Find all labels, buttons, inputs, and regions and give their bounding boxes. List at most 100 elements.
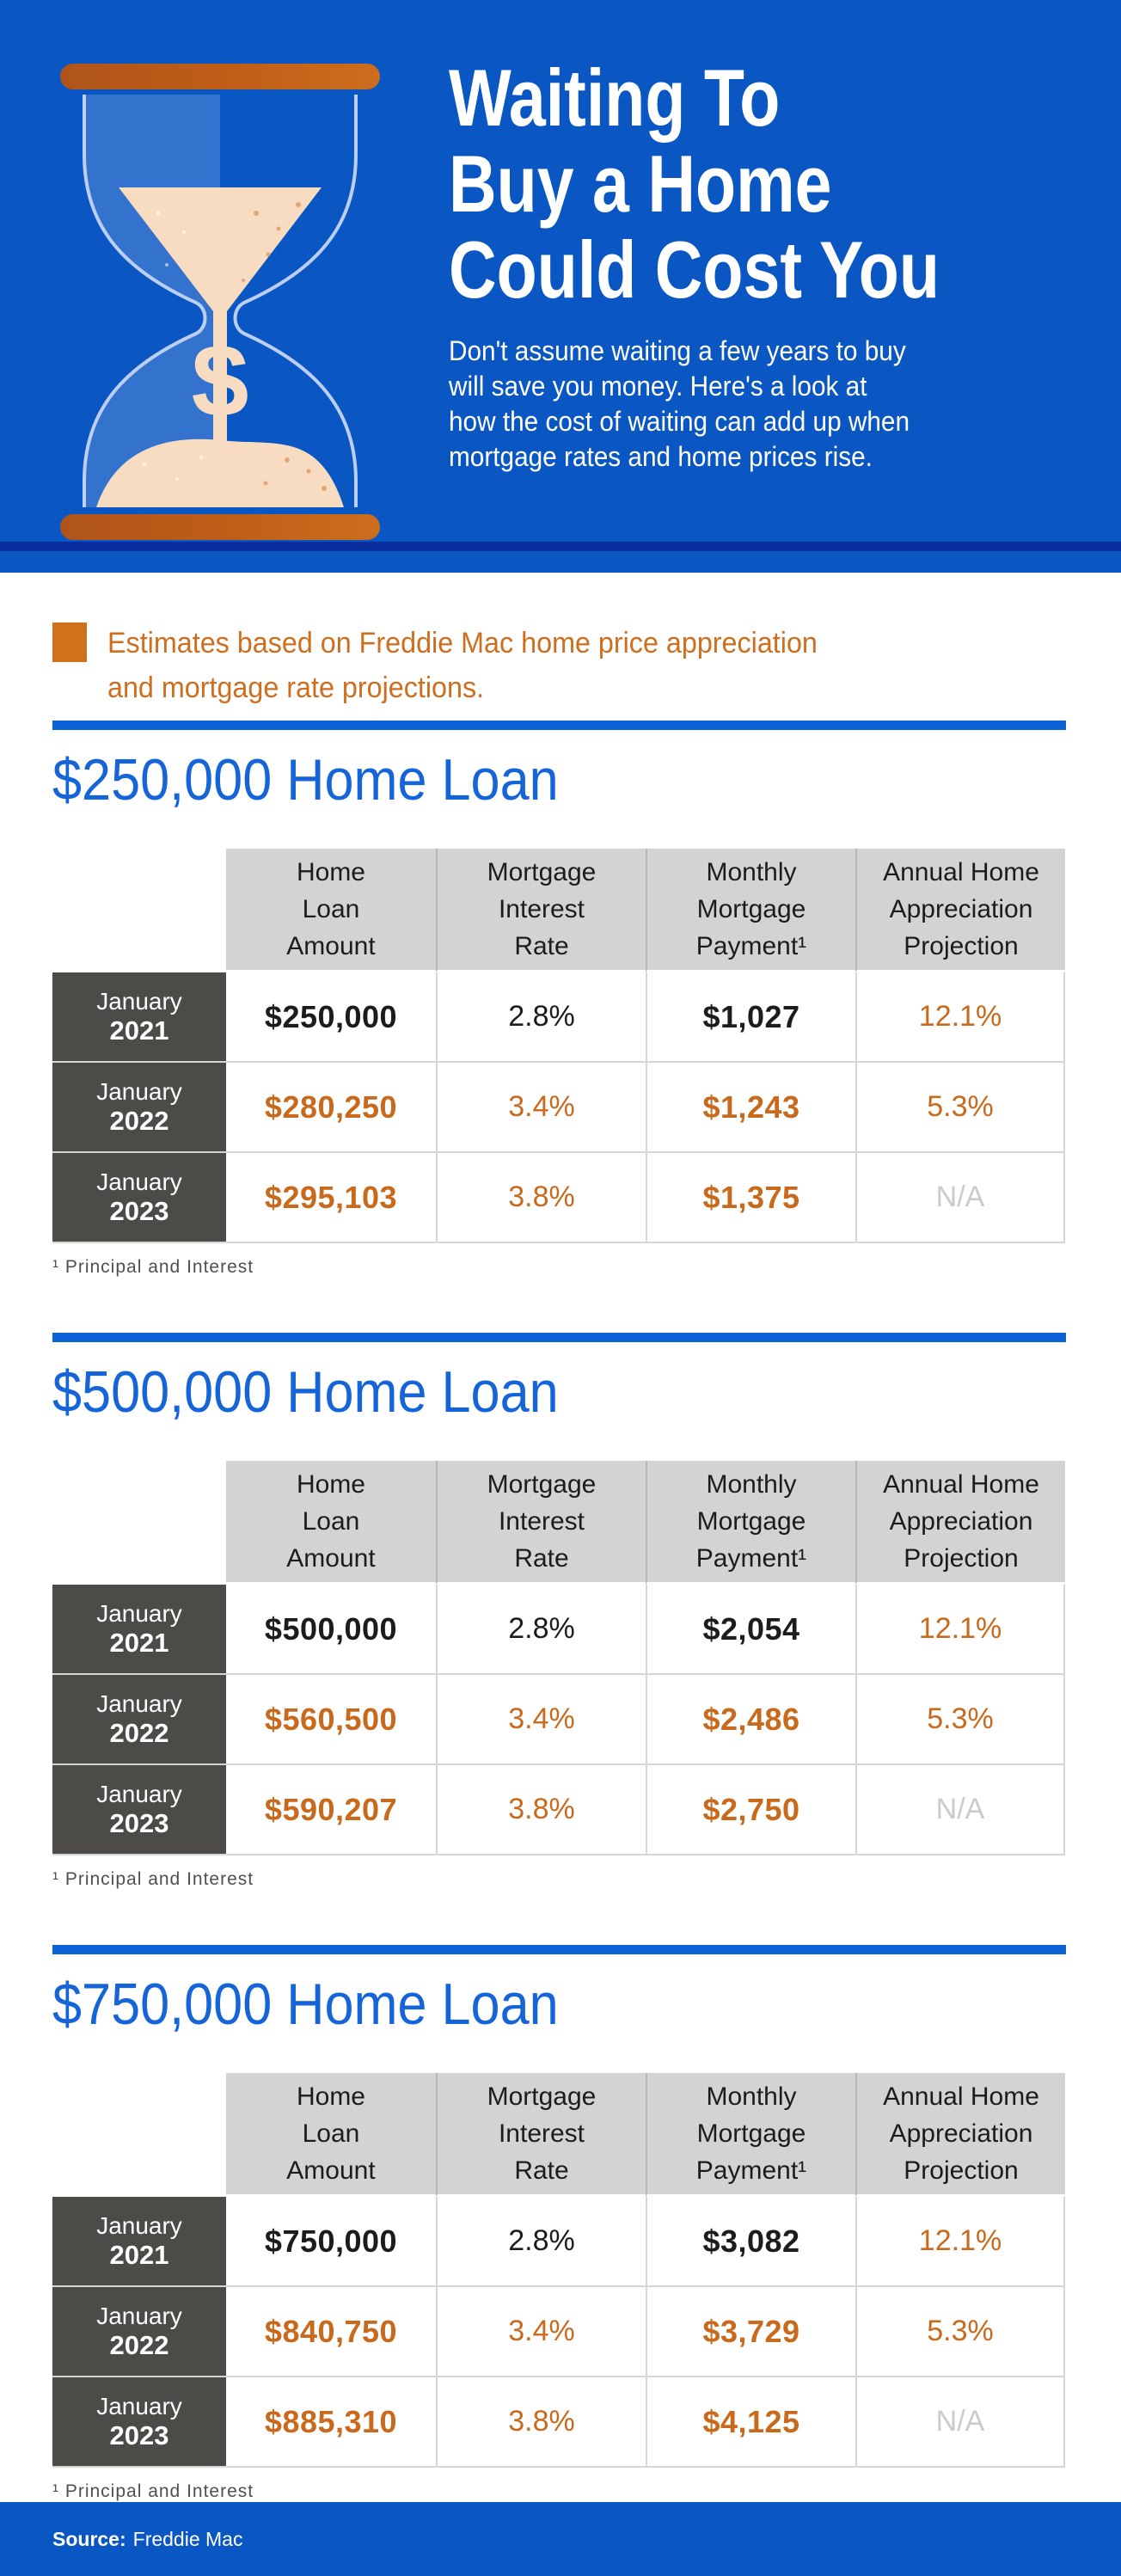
appreciation-cell: N/A [855,1153,1065,1243]
payment-cell: $2,486 [646,1675,855,1765]
hourglass-dollar-icon: $ [60,64,380,540]
section-250k: $250,000 Home Loan Home Loan Amount Mort… [52,721,1066,1322]
source-value: Freddie Mac [132,2527,243,2550]
table-footnote: ¹ Principal and Interest [52,1257,254,1277]
loan-table-500k: Home Loan Amount Mortgage Interest Rate … [52,1461,1065,1855]
month-label: January [96,1599,182,1627]
page-title-line-1: Waiting To [449,52,781,143]
row-label: January 2023 [52,1765,226,1855]
loan-amount-cell: $280,250 [226,1063,436,1153]
column-header-loan: Home Loan Amount [226,849,436,972]
table-corner [52,1461,226,1585]
year-label: 2022 [109,1717,169,1748]
sand-speckles-dark [242,202,327,491]
row-label: January 2023 [52,1153,226,1243]
header-navy-stripe [0,542,1121,551]
column-header-loan: Home Loan Amount [226,1461,436,1585]
section-divider [52,1333,1066,1342]
loan-amount-cell: $885,310 [226,2377,436,2468]
column-header-payment: Monthly Mortgage Payment¹ [646,849,855,972]
year-label: 2021 [109,1627,169,1658]
section-heading: $500,000 Home Loan [52,1359,559,1425]
payment-cell: $2,054 [646,1585,855,1675]
dollar-sign: $ [192,323,249,439]
loan-amount-cell: $295,103 [226,1153,436,1243]
page-subtitle: Don't assume waiting a few years to buy … [449,335,910,472]
page-title-line-2: Buy a Home [449,138,832,229]
note-text: Estimates based on Freddie Mac home pric… [107,627,818,704]
year-label: 2023 [109,1807,169,1838]
sand-speckles-light [142,211,204,481]
payment-cell: $4,125 [646,2377,855,2468]
column-header-appreciation: Annual Home Appreciation Projection [855,849,1065,972]
row-label: January 2023 [52,2377,226,2468]
year-label: 2023 [109,1195,169,1226]
appreciation-cell: 12.1% [855,972,1065,1063]
loan-amount-cell: $590,207 [226,1765,436,1855]
source-label: Source: [52,2527,126,2550]
column-header-payment: Monthly Mortgage Payment¹ [646,1461,855,1585]
row-label: January 2022 [52,1675,226,1765]
loan-amount-cell: $250,000 [226,972,436,1063]
appreciation-cell: 5.3% [855,2287,1065,2377]
year-label: 2023 [109,2420,169,2450]
hourglass-bottom-cap [60,514,380,540]
appreciation-cell: N/A [855,2377,1065,2468]
year-label: 2021 [109,2239,169,2270]
column-header-rate: Mortgage Interest Rate [436,2073,646,2197]
month-label: January [96,1077,182,1105]
loan-amount-cell: $840,750 [226,2287,436,2377]
table-corner [52,849,226,972]
interest-rate-cell: 3.8% [436,2377,646,2468]
loan-table-750k: Home Loan Amount Mortgage Interest Rate … [52,2073,1065,2468]
appreciation-cell: 5.3% [855,1675,1065,1765]
month-label: January [96,2302,182,2329]
payment-cell: $1,243 [646,1063,855,1153]
appreciation-cell: N/A [855,1765,1065,1855]
interest-rate-cell: 3.4% [436,2287,646,2377]
month-label: January [96,1780,182,1807]
interest-rate-cell: 3.8% [436,1765,646,1855]
row-label: January 2022 [52,1063,226,1153]
interest-rate-cell: 3.4% [436,1675,646,1765]
section-heading: $750,000 Home Loan [52,1972,559,2037]
payment-cell: $1,027 [646,972,855,1063]
column-header-loan: Home Loan Amount [226,2073,436,2197]
year-label: 2022 [109,1105,169,1136]
payment-cell: $1,375 [646,1153,855,1243]
loan-amount-cell: $560,500 [226,1675,436,1765]
payment-cell: $2,750 [646,1765,855,1855]
footer-bar: Source: Freddie Mac [0,2502,1121,2576]
column-header-rate: Mortgage Interest Rate [436,1461,646,1585]
appreciation-cell: 12.1% [855,2197,1065,2287]
interest-rate-cell: 2.8% [436,2197,646,2287]
year-label: 2022 [109,2329,169,2360]
section-heading: $250,000 Home Loan [52,747,559,813]
header-text-block: Waiting To Buy a Home Could Cost You Don… [449,55,1102,475]
row-label: January 2021 [52,1585,226,1675]
interest-rate-cell: 2.8% [436,972,646,1063]
sand-bottom [96,439,344,507]
interest-rate-cell: 3.8% [436,1153,646,1243]
payment-cell: $3,082 [646,2197,855,2287]
column-header-rate: Mortgage Interest Rate [436,849,646,972]
appreciation-cell: 5.3% [855,1063,1065,1153]
loan-amount-cell: $750,000 [226,2197,436,2287]
table-corner [52,2073,226,2197]
month-label: January [96,1168,182,1195]
disclaimer-note: Estimates based on Freddie Mac home pric… [52,621,1066,710]
section-divider [52,1945,1066,1954]
loan-amount-cell: $500,000 [226,1585,436,1675]
section-divider [52,721,1066,730]
section-750k: $750,000 Home Loan Home Loan Amount Mort… [52,1945,1066,2502]
section-500k: $500,000 Home Loan Home Loan Amount Mort… [52,1333,1066,1935]
interest-rate-cell: 3.4% [436,1063,646,1153]
year-label: 2021 [109,1015,169,1046]
note-bullet-square [52,623,87,662]
column-header-appreciation: Annual Home Appreciation Projection [855,2073,1065,2197]
header-banner: $ Waiting To Buy a Home Could Cost You D… [0,0,1121,573]
month-label: January [96,2392,182,2420]
row-label: January 2021 [52,2197,226,2287]
sand-top [119,187,322,311]
